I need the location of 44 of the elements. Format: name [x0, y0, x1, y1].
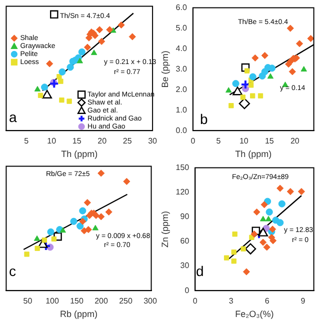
x-tick-label: 50 [23, 296, 33, 306]
x-tick-label: 250 [119, 296, 133, 306]
x-tick-label: 300 [144, 296, 158, 306]
x-tick-label: 15 [72, 136, 82, 146]
x-tick-label: 6 [264, 296, 270, 306]
x-axis-title: Rb (ppm) [60, 309, 98, 320]
y-tick-label: 3.0 [176, 64, 188, 74]
x-tick-label: 15 [264, 136, 274, 146]
x-tick-label: 10 [239, 136, 249, 146]
x-tick-label: 5 [216, 136, 222, 146]
x-axis-title: Fe₂O₃(%) [235, 309, 274, 320]
x-tick-label: 200 [94, 296, 108, 306]
x-axis-title: Th (ppm) [235, 149, 272, 160]
annotation: b [200, 110, 208, 127]
annotation: a [9, 108, 17, 125]
x-tick-label: 100 [46, 296, 60, 306]
y-tick-label: 120 [176, 188, 190, 197]
y-tick-label: 5.0 [176, 23, 188, 32]
x-tick-label: 150 [70, 296, 84, 306]
x-tick-label: 3 [228, 296, 234, 306]
x-tick-label: 30 [148, 136, 158, 146]
x-tick-label: 20 [98, 136, 108, 146]
y-tick-label: 30 [180, 261, 190, 270]
x-tick-label: 0 [190, 136, 196, 146]
y-tick-label: 0.0 [176, 126, 188, 135]
annotation: d [196, 262, 204, 279]
x-axis-title: Th (ppm) [61, 149, 98, 160]
y-tick-label: 90 [180, 212, 190, 222]
x-tick-label: 9 [300, 296, 306, 306]
x-tick-label: 5 [24, 136, 30, 146]
y-tick-label: 60 [180, 236, 190, 246]
x-tick-label: 25 [122, 136, 132, 146]
x-tick-label: 10 [47, 136, 57, 146]
y-axis-title: Zn (ppm) [160, 210, 170, 248]
y-tick-label: 2.0 [176, 84, 188, 94]
y-tick-label: 0 [184, 286, 190, 295]
x-tick-label: 20 [290, 136, 300, 146]
y-tick-label: 1.0 [176, 105, 188, 114]
y-tick-label: 150 [176, 163, 190, 172]
x-tick-label: 0 [192, 296, 198, 306]
annotation: c [9, 262, 16, 279]
y-axis-title: Be (ppm) [160, 50, 170, 88]
y-tick-label: 4.0 [176, 44, 188, 53]
y-tick-label: 6.0 [176, 3, 188, 12]
